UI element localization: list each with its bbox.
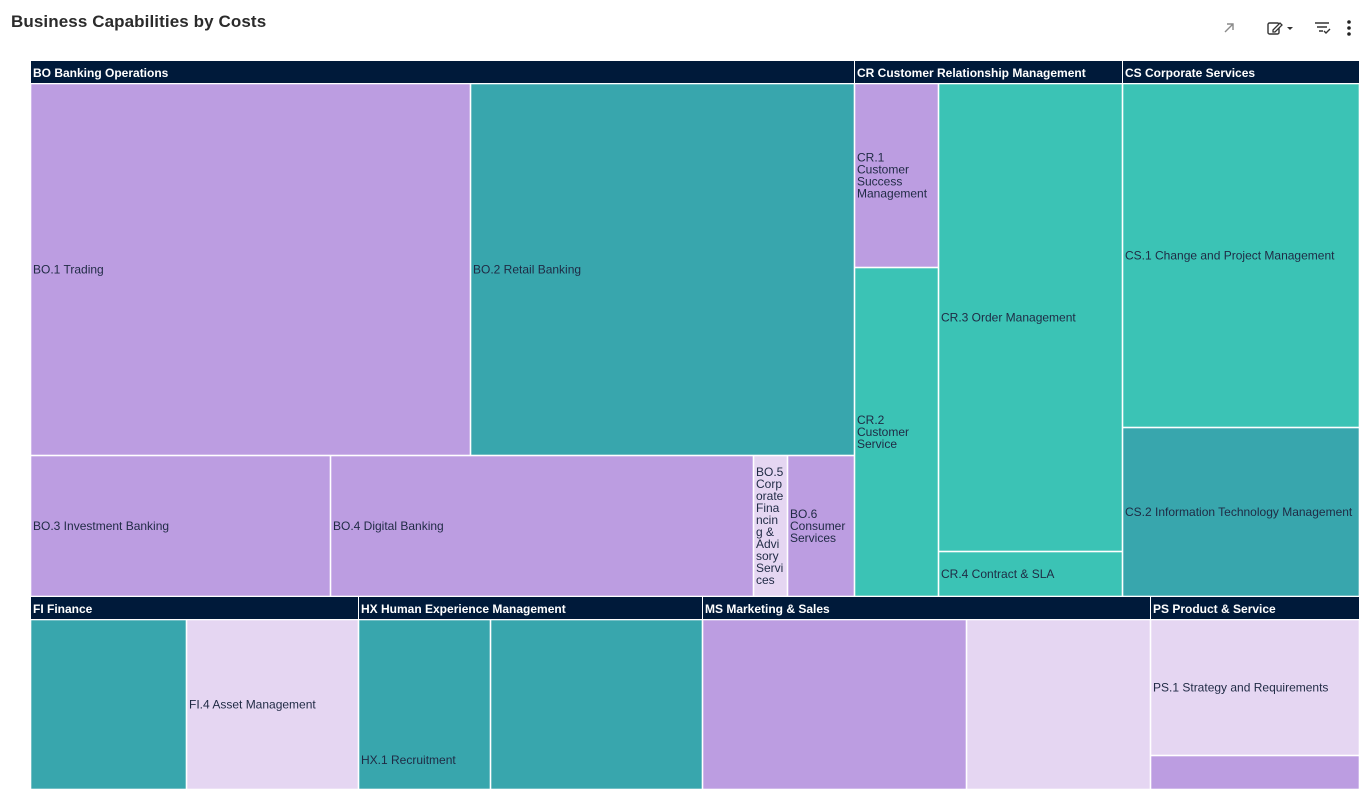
cell-label: CR.3 Order Management (941, 311, 1076, 325)
page-title: Business Capabilities by Costs (11, 12, 267, 31)
cell-label: BO.5 Corp orate Fina ncin g & Advi sory Servi ces (756, 465, 784, 587)
group-label: CR Customer Relationship Management (857, 66, 1086, 80)
group-header-fi-finance[interactable] (31, 597, 358, 619)
group-header-hx-human-experience-management[interactable] (359, 597, 702, 619)
treemap-cell-cr-3-order-management[interactable] (938, 83, 1123, 552)
treemap-cell[interactable] (30, 619, 187, 789)
group-label: FI Finance (33, 602, 93, 616)
cell-label: PS.1 Strategy and Requirements (1153, 681, 1328, 695)
cell-label: CR.2 Customer Service (857, 413, 909, 451)
expand-icon[interactable] (1215, 14, 1243, 42)
treemap-cell-bo-1-trading[interactable] (30, 83, 471, 456)
treemap-cell-cr-2-customer-service[interactable] (854, 267, 939, 597)
group-label: HX Human Experience Management (361, 602, 566, 616)
treemap-cell-bo-2-retail-banking[interactable] (470, 83, 855, 456)
group-label: PS Product & Service (1153, 602, 1276, 616)
treemap-cell-ps-1-strategy-and-requirements[interactable] (1150, 619, 1359, 756)
cell-label: CR.1 Customer Success Management (857, 151, 928, 201)
group-label: CS Corporate Services (1125, 66, 1255, 80)
cell-label: BO.3 Investment Banking (33, 519, 169, 533)
more-icon[interactable] (1339, 14, 1359, 42)
group-header-ms-marketing-sales[interactable] (703, 597, 1150, 619)
treemap-cell-cs-1-change-and-project-management[interactable] (1122, 83, 1359, 428)
treemap-cell-fi-4-asset-management[interactable] (186, 619, 359, 789)
group-header-ps-product-service[interactable] (1151, 597, 1359, 619)
cell-label: BO.6 Consumer Services (790, 507, 845, 545)
cell-label: FI.4 Asset Management (189, 698, 316, 712)
treemap-cell-cr-4-contract-sla[interactable] (938, 551, 1123, 597)
treemap-cell-hx-1-recruitment[interactable] (358, 619, 491, 789)
cell-label: BO.4 Digital Banking (333, 519, 444, 533)
treemap-cell[interactable] (1150, 755, 1359, 789)
group-header-cs-corporate-services[interactable] (1123, 61, 1359, 83)
group-header-cr-customer-relationship-management[interactable] (855, 61, 1122, 83)
treemap-cell[interactable] (966, 619, 1151, 789)
group-header-bo-banking-operations[interactable] (31, 61, 854, 83)
cell-label: CS.1 Change and Project Management (1125, 249, 1335, 263)
treemap-cell-bo-5-corporate-financing-advisory-services[interactable] (753, 455, 788, 597)
treemap-cell[interactable] (490, 619, 703, 789)
treemap-cell-cs-2-information-technology-management[interactable] (1122, 427, 1359, 597)
filter-icon[interactable] (1309, 14, 1337, 42)
group-label: MS Marketing & Sales (705, 602, 830, 616)
treemap-cell-bo-4-digital-banking[interactable] (330, 455, 754, 597)
cell-label: CS.2 Information Technology Management (1125, 505, 1353, 519)
treemap-cell[interactable] (702, 619, 967, 789)
edit-icon[interactable] (1264, 14, 1298, 42)
cell-label: BO.1 Trading (33, 263, 104, 277)
cell-label: CR.4 Contract & SLA (941, 567, 1054, 581)
treemap-cell-bo-3-investment-banking[interactable] (30, 455, 331, 597)
treemap-cell-bo-6-consumer-services[interactable] (787, 455, 855, 597)
cell-label: BO.2 Retail Banking (473, 263, 581, 277)
group-label: BO Banking Operations (33, 66, 169, 80)
cell-label: HX.1 Recruitment (361, 753, 456, 767)
treemap-cell-cr-1-customer-success-management[interactable] (854, 83, 939, 268)
